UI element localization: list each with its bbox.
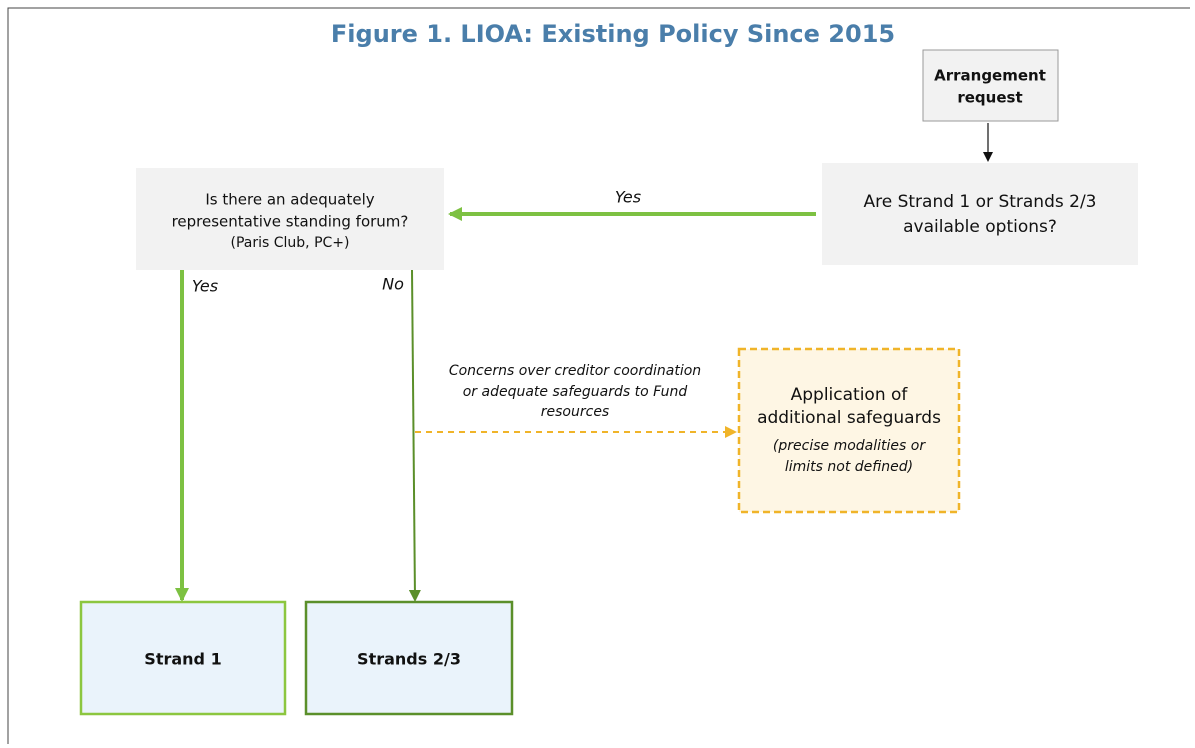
edge-label: No [382, 275, 404, 294]
edge-label: or adequate safeguards to Fund [463, 384, 688, 400]
title: Figure 1. LIOA: Existing Policy Since 20… [331, 20, 895, 48]
node-label: Strand 1 [144, 650, 221, 669]
node-box [922, 49, 1059, 122]
node-note: (precise modalities or [773, 438, 926, 454]
node-note: limits not defined) [785, 459, 913, 475]
node-box [737, 347, 961, 514]
frame [7, 7, 1190, 744]
node-label: additional safeguards [757, 408, 941, 428]
node-label: (Paris Club, PC+) [231, 235, 350, 251]
node-label: Is there an adequately [205, 191, 374, 209]
node-label: representative standing forum? [172, 213, 409, 231]
edge-label: Concerns over creditor coordination [449, 363, 701, 379]
node-label: available options? [903, 217, 1057, 237]
node-box [79, 600, 287, 716]
arrow [408, 269, 421, 602]
edge-label: resources [541, 404, 609, 420]
node-label: request [957, 89, 1022, 107]
node-box [822, 163, 1138, 265]
node-label: Arrangement [934, 67, 1046, 85]
node-label: Strands 2/3 [357, 650, 461, 669]
edge-label: Yes [192, 277, 218, 296]
edge-label: Yes [615, 188, 641, 207]
node-box [304, 600, 514, 716]
node-box [136, 168, 444, 270]
node-label: Are Strand 1 or Strands 2/3 [863, 192, 1096, 212]
node-label: Application of [791, 385, 909, 405]
